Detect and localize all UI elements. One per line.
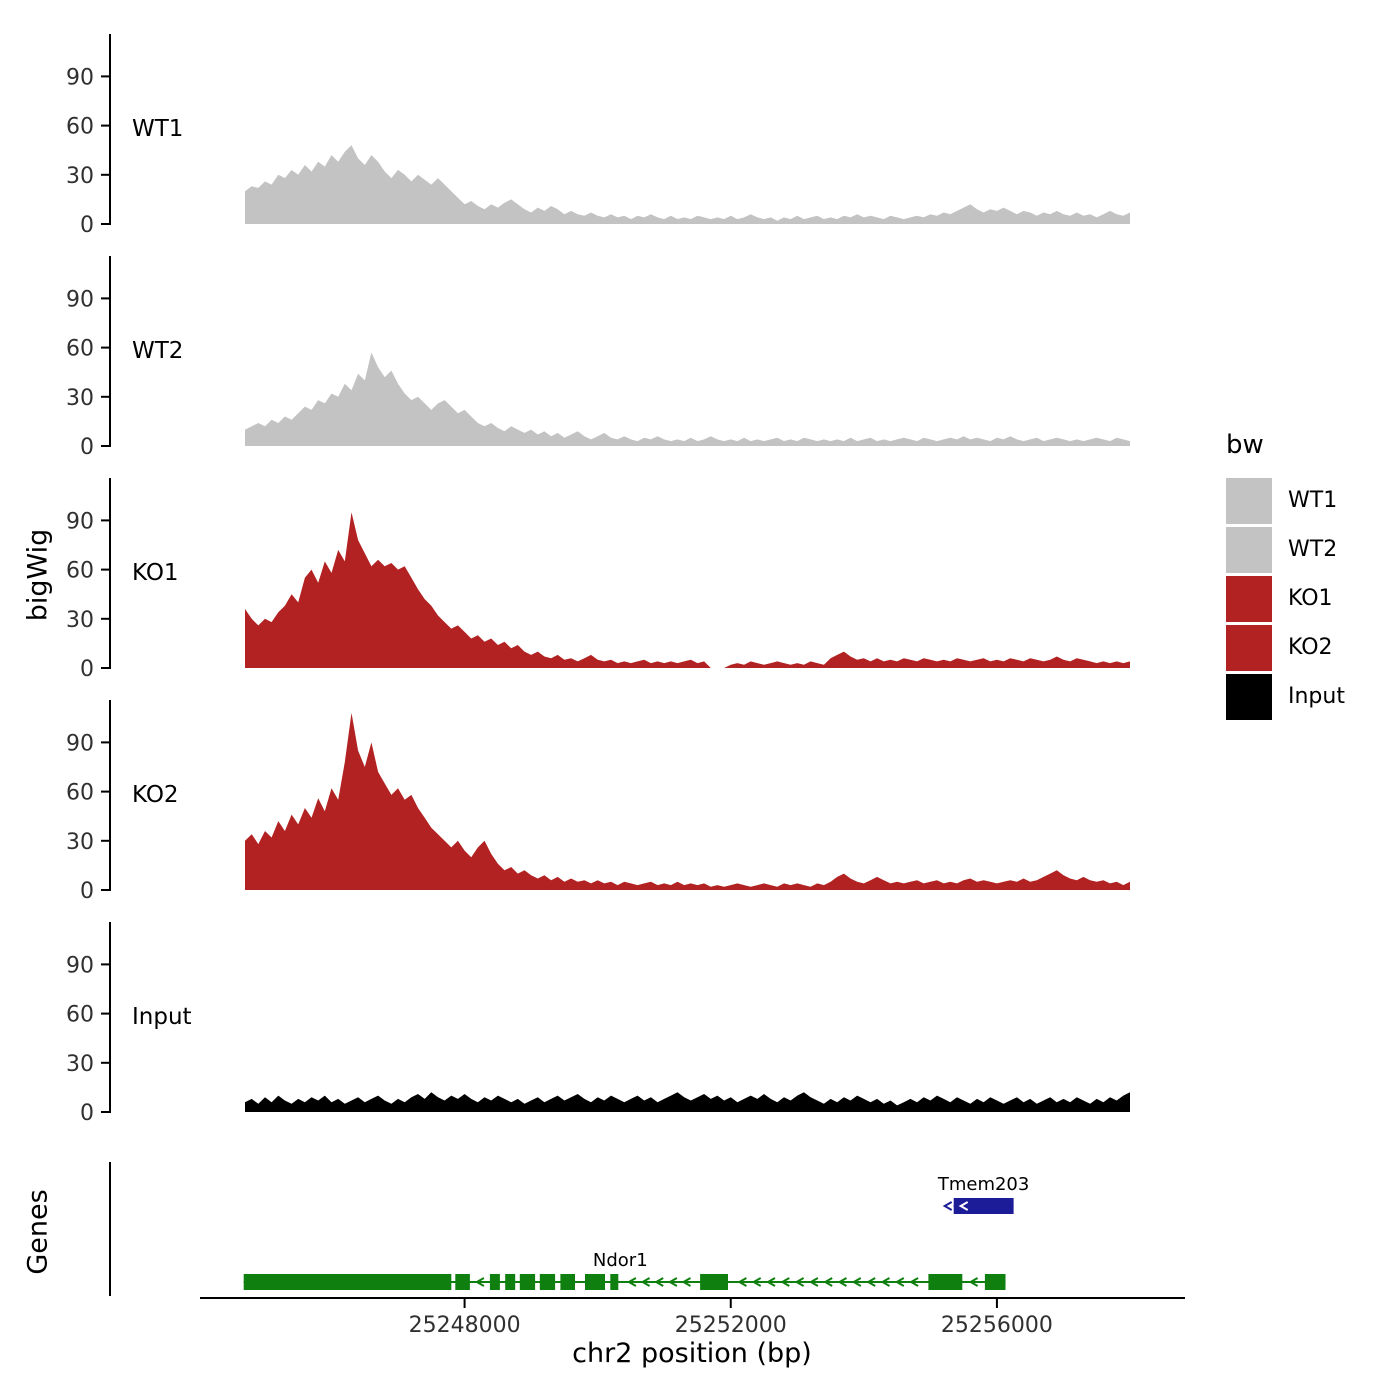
gene-exon-Ndor1 [928, 1274, 963, 1290]
y-tick-label: 90 [66, 287, 94, 312]
strand-arrow [681, 1277, 691, 1287]
y-tick-label: 60 [66, 115, 94, 140]
y-tick-label: 30 [66, 1052, 94, 1077]
strand-arrow [808, 1277, 819, 1287]
y-tick-label: 90 [66, 509, 94, 534]
legend-entry-label: WT1 [1288, 488, 1338, 513]
gene-exon-Ndor1 [489, 1274, 500, 1290]
track-label-KO1: KO1 [132, 560, 179, 586]
x-tick-label: 25252000 [675, 1313, 787, 1338]
strand-arrow [823, 1277, 833, 1287]
x-tick-label: 25248000 [409, 1313, 521, 1338]
y-tick-label: 0 [80, 213, 94, 238]
legend-swatch-WT2 [1226, 526, 1272, 573]
y-tick-label: 90 [66, 65, 94, 90]
y-tick-label: 0 [80, 879, 94, 904]
y-tick-label: 0 [80, 657, 94, 682]
legend-entry-KO1: KO1 [1226, 574, 1345, 623]
strand-arrow [894, 1277, 905, 1287]
x-axis-title: chr2 position (bp) [572, 1338, 812, 1369]
gene-exon-Ndor1 [585, 1274, 605, 1290]
gene-exon-Ndor1 [519, 1274, 536, 1290]
strand-arrow [640, 1277, 651, 1287]
y-tick-label: 0 [80, 435, 94, 460]
signal-area-WT1 [245, 145, 1130, 224]
y-tick-label: 60 [66, 781, 94, 806]
legend-entry-label: KO2 [1288, 635, 1333, 660]
gene-label-Ndor1: Ndor1 [593, 1250, 648, 1271]
strand-arrow [958, 1201, 969, 1211]
legend-swatch-KO1 [1226, 575, 1272, 622]
legend-swatch-WT1 [1226, 477, 1272, 524]
legend-entry-WT1: WT1 [1226, 476, 1345, 525]
legend-entry-KO2: KO2 [1226, 623, 1345, 672]
legend-entry-label: WT2 [1288, 537, 1338, 562]
strand-arrow [667, 1277, 678, 1287]
strand-arrow [654, 1277, 664, 1287]
strand-arrow [909, 1277, 919, 1287]
gene-label-Tmem203: Tmem203 [937, 1174, 1030, 1195]
strand-arrow [737, 1277, 747, 1287]
gene-exon-Ndor1 [505, 1274, 516, 1290]
gene-exon-Ndor1 [455, 1274, 470, 1290]
strand-arrow [780, 1277, 790, 1287]
signal-area-KO1 [245, 512, 1130, 668]
strand-arrow [866, 1277, 876, 1287]
legend-entry-Input: Input [1226, 672, 1345, 721]
genes-panel-title: Genes [22, 1189, 54, 1275]
track-label-WT2: WT2 [132, 338, 183, 364]
y-tick-label: 60 [66, 337, 94, 362]
signal-area-Input [245, 1092, 1130, 1112]
strand-arrow [474, 1277, 485, 1287]
y-tick-label: 90 [66, 953, 94, 978]
gene-exon-Ndor1 [539, 1274, 556, 1290]
track-label-KO2: KO2 [132, 782, 179, 808]
track-label-WT1: WT1 [132, 116, 183, 142]
gene-exon-Ndor1 [610, 1274, 619, 1290]
y-tick-label: 30 [66, 608, 94, 633]
x-tick-label: 25256000 [941, 1313, 1053, 1338]
strand-arrow [794, 1277, 805, 1287]
strand-arrow [880, 1277, 890, 1287]
y-tick-label: 0 [80, 1101, 94, 1126]
y-tick-label: 60 [66, 1003, 94, 1028]
legend-swatch-Input [1226, 673, 1272, 720]
strand-arrow [751, 1277, 762, 1287]
y-axis-title: bigWig [22, 528, 54, 622]
legend: bw WT1 WT2 KO1 KO2 Input [1226, 430, 1345, 721]
y-tick-label: 30 [66, 164, 94, 189]
strand-arrow [626, 1277, 637, 1287]
y-tick-label: 30 [66, 830, 94, 855]
legend-entry-label: Input [1288, 684, 1345, 709]
y-tick-label: 30 [66, 386, 94, 411]
legend-entries: WT1 WT2 KO1 KO2 Input [1226, 476, 1345, 721]
strand-arrow [968, 1277, 979, 1287]
gene-exon-Ndor1 [984, 1274, 1006, 1290]
gene-exon-Tmem203 [953, 1198, 1014, 1214]
strand-arrow [851, 1277, 862, 1287]
gene-exon-Ndor1 [700, 1274, 728, 1290]
y-tick-label: 90 [66, 731, 94, 756]
legend-swatch-KO2 [1226, 624, 1272, 671]
signal-area-WT2 [245, 352, 1130, 446]
y-tick-label: 60 [66, 559, 94, 584]
signal-area-KO2 [245, 712, 1130, 890]
legend-entry-label: KO1 [1288, 586, 1333, 611]
gene-exon-Ndor1 [560, 1274, 575, 1290]
legend-title: bw [1226, 430, 1264, 460]
track-label-Input: Input [132, 1004, 192, 1030]
legend-entry-WT2: WT2 [1226, 525, 1345, 574]
gene-exon-Ndor1 [243, 1274, 452, 1290]
strand-arrow [765, 1277, 776, 1287]
strand-arrow [942, 1201, 953, 1211]
strand-arrow [837, 1277, 847, 1287]
